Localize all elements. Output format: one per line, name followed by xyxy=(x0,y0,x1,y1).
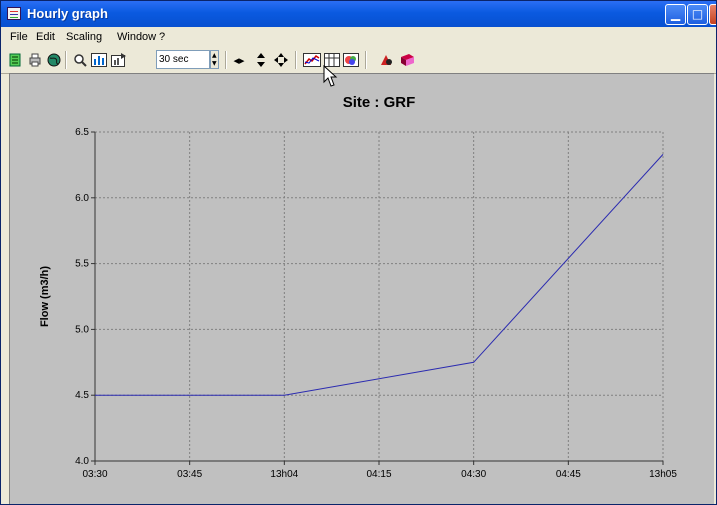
interval-input[interactable] xyxy=(156,50,210,69)
y-tick-label: 4.5 xyxy=(75,390,89,401)
pan-vertical-icon[interactable] xyxy=(252,51,270,69)
menu-help[interactable]: ? xyxy=(159,31,166,43)
interval-spinner[interactable]: ▲ ▼ xyxy=(210,50,219,69)
x-tick-label: 13h04 xyxy=(270,469,298,480)
toolbar-separator xyxy=(65,51,67,69)
menu-scaling[interactable]: Scaling xyxy=(66,31,103,43)
pie-chart-icon[interactable] xyxy=(342,51,360,69)
close-button[interactable]: ✕ xyxy=(709,4,716,25)
y-tick-label: 5.0 xyxy=(75,324,89,335)
x-tick-label: 04:45 xyxy=(556,469,581,480)
toolbar: ▲▼ ◂▸ xyxy=(1,47,716,74)
globe-icon[interactable] xyxy=(45,51,63,69)
graph-app-icon xyxy=(7,7,21,20)
menu-file[interactable]: File xyxy=(10,31,28,43)
x-tick-label: 13h05 xyxy=(649,469,677,480)
line-chart-icon[interactable] xyxy=(303,51,321,69)
flow-series-line xyxy=(95,154,664,396)
window-title: Hourly graph xyxy=(27,6,108,21)
toolbar-separator xyxy=(295,51,297,69)
pan-horizontal-icon[interactable]: ◂▸ xyxy=(233,53,245,67)
toolbar-separator xyxy=(365,51,367,69)
zoom-icon[interactable] xyxy=(71,51,89,69)
print-icon[interactable] xyxy=(26,51,44,69)
pan-all-icon[interactable] xyxy=(272,51,290,69)
title-bar[interactable]: Hourly graph ▁ □ ✕ xyxy=(1,1,716,27)
table-chart-icon[interactable] xyxy=(323,51,341,69)
x-tick-label: 03:30 xyxy=(82,469,107,480)
plot-area: Site : GRF Flow (m3/h) 03:30 03:45 13h04 04:1… xyxy=(9,73,714,504)
y-tick-label: 5.5 xyxy=(75,259,89,270)
list-icon[interactable] xyxy=(6,51,24,69)
bar-chart-icon[interactable] xyxy=(90,51,108,69)
menu-edit[interactable]: Edit xyxy=(36,31,55,43)
alarm-icon[interactable] xyxy=(377,51,395,69)
menu-bar: File Edit Scaling Window ? xyxy=(1,27,716,47)
menu-window[interactable]: Window xyxy=(117,31,157,43)
book-icon[interactable] xyxy=(398,51,416,69)
y-tick-label: 6.5 xyxy=(75,127,89,138)
hourly-flow-chart: Site : GRF Flow (m3/h) 03:30 03:45 13h04 04:1… xyxy=(39,94,677,480)
minimize-button[interactable]: ▁ xyxy=(665,4,686,25)
chart-title: Site : GRF xyxy=(343,94,416,111)
y-axis-label: Flow (m3/h) xyxy=(39,266,51,327)
y-tick-label: 6.0 xyxy=(75,193,89,204)
export-icon[interactable] xyxy=(110,51,128,69)
x-tick-label: 04:30 xyxy=(461,469,486,480)
x-tick-label: 04:15 xyxy=(366,469,391,480)
y-tick-label: 4.0 xyxy=(75,456,89,467)
x-tick-label: 03:45 xyxy=(177,469,202,480)
maximize-button[interactable]: □ xyxy=(687,4,708,25)
toolbar-separator xyxy=(225,51,227,69)
